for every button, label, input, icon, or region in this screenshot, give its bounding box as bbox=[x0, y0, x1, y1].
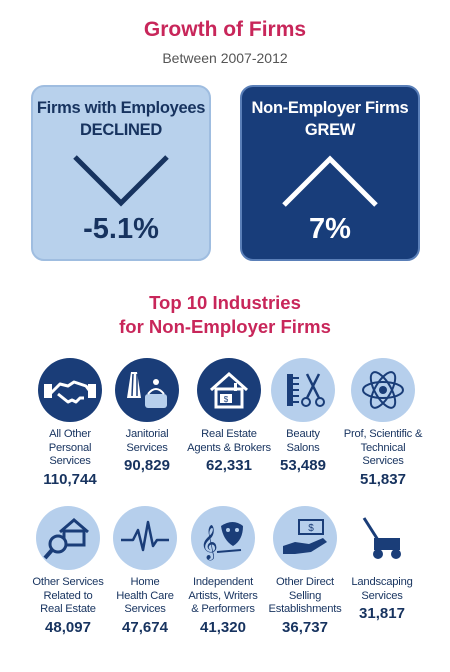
svg-text:$: $ bbox=[224, 395, 229, 404]
card-left-line1: Firms with Employees bbox=[36, 99, 206, 117]
industry-value: 90,829 bbox=[124, 457, 170, 474]
card-left-value: -5.1% bbox=[83, 213, 159, 245]
industry-artists: 𝄞 Independent Artists, Writers & Perform… bbox=[180, 506, 266, 636]
card-left-line2: DECLINED bbox=[80, 121, 162, 139]
house-money-icon: $ bbox=[197, 358, 261, 422]
card-right-value: 7% bbox=[309, 213, 351, 245]
section-title: Top 10 Industries for Non-Employer Firms bbox=[0, 291, 450, 339]
comb-scissors-icon bbox=[271, 358, 335, 422]
industry-value: 41,320 bbox=[200, 618, 246, 636]
page-title: Growth of Firms bbox=[143, 18, 307, 41]
industry-label: Personal Services bbox=[48, 441, 92, 468]
industry-label: Services bbox=[124, 603, 166, 615]
house-magnifier-icon bbox=[36, 506, 100, 570]
industry-label: Independent bbox=[192, 576, 253, 588]
firms-with-employees-card: Firms with Employees DECLINED -5.1% bbox=[31, 85, 211, 261]
industry-personal-services: All Other Personal Services 110,744 bbox=[27, 358, 113, 488]
industry-value: 48,097 bbox=[45, 618, 91, 636]
industry-label: Other Direct bbox=[276, 576, 334, 588]
industry-real-estate: $ Real Estate Agents & Brokers 62,331 bbox=[186, 358, 272, 474]
atom-icon bbox=[351, 358, 415, 422]
industry-label: Janitorial bbox=[125, 428, 169, 440]
industry-label: Selling bbox=[288, 589, 322, 602]
industry-label: Services bbox=[361, 589, 403, 602]
industry-label: Beauty bbox=[286, 428, 320, 440]
industry-prof-scientific: Prof, Scientific & Technical Services 51… bbox=[340, 358, 426, 488]
card-right-line1: Non-Employer Firms bbox=[251, 99, 409, 117]
section-title-line1: Top 10 Industries bbox=[149, 292, 301, 313]
industry-label: All Other bbox=[49, 428, 91, 440]
industry-label: Establishments bbox=[268, 603, 342, 615]
industry-label: Agents & Brokers bbox=[187, 441, 271, 454]
industry-label: Related to bbox=[43, 589, 93, 602]
industry-value: 47,674 bbox=[122, 618, 168, 636]
lawnmower-icon bbox=[350, 506, 414, 570]
industry-value: 31,817 bbox=[359, 605, 405, 622]
industry-landscaping: Landscaping Services 31,817 bbox=[339, 506, 425, 622]
industry-label: Services bbox=[126, 441, 168, 454]
industry-label: Real Estate bbox=[201, 428, 257, 440]
industry-label: Salons bbox=[286, 441, 320, 454]
industry-related-real-estate: Other Services Related to Real Estate 48… bbox=[25, 506, 111, 636]
industry-label: Prof, Scientific & bbox=[343, 428, 423, 440]
industry-value: 110,744 bbox=[43, 470, 97, 488]
industry-label: Technical Services bbox=[360, 441, 406, 468]
down-chevron-icon bbox=[73, 155, 169, 207]
industry-label: & Performers bbox=[191, 603, 255, 615]
industry-janitorial: Janitorial Services 90,829 bbox=[104, 358, 190, 474]
non-employer-firms-card: Non-Employer Firms GREW 7% bbox=[240, 85, 420, 261]
industry-label: Other Services bbox=[32, 576, 104, 588]
industry-label: Real Estate bbox=[40, 603, 96, 615]
industry-value: 36,737 bbox=[282, 618, 328, 636]
cleaning-supplies-icon bbox=[115, 358, 179, 422]
industry-label: Home bbox=[130, 576, 160, 588]
handshake-icon bbox=[38, 358, 102, 422]
industry-label: Landscaping bbox=[351, 576, 413, 588]
svg-text:𝄞: 𝄞 bbox=[200, 525, 218, 561]
industry-direct-selling: $ Other Direct Selling Establishments 36… bbox=[262, 506, 348, 636]
industry-home-health: Home Health Care Services 47,674 bbox=[102, 506, 188, 636]
svg-text:$: $ bbox=[308, 523, 314, 534]
industry-beauty-salons: Beauty Salons 53,489 bbox=[260, 358, 346, 474]
industry-label: Health Care bbox=[116, 589, 174, 602]
industry-value: 51,837 bbox=[360, 470, 406, 488]
industry-label: Artists, Writers bbox=[188, 589, 258, 602]
up-chevron-icon bbox=[282, 155, 378, 207]
industry-value: 53,489 bbox=[280, 457, 326, 474]
page-subtitle: Between 2007-2012 bbox=[162, 50, 288, 66]
hand-money-icon: $ bbox=[273, 506, 337, 570]
card-right-line2: GREW bbox=[304, 121, 356, 139]
music-mask-icon: 𝄞 bbox=[191, 506, 255, 570]
heartbeat-icon bbox=[113, 506, 177, 570]
industry-value: 62,331 bbox=[206, 457, 252, 474]
section-title-line2: for Non-Employer Firms bbox=[119, 316, 331, 337]
